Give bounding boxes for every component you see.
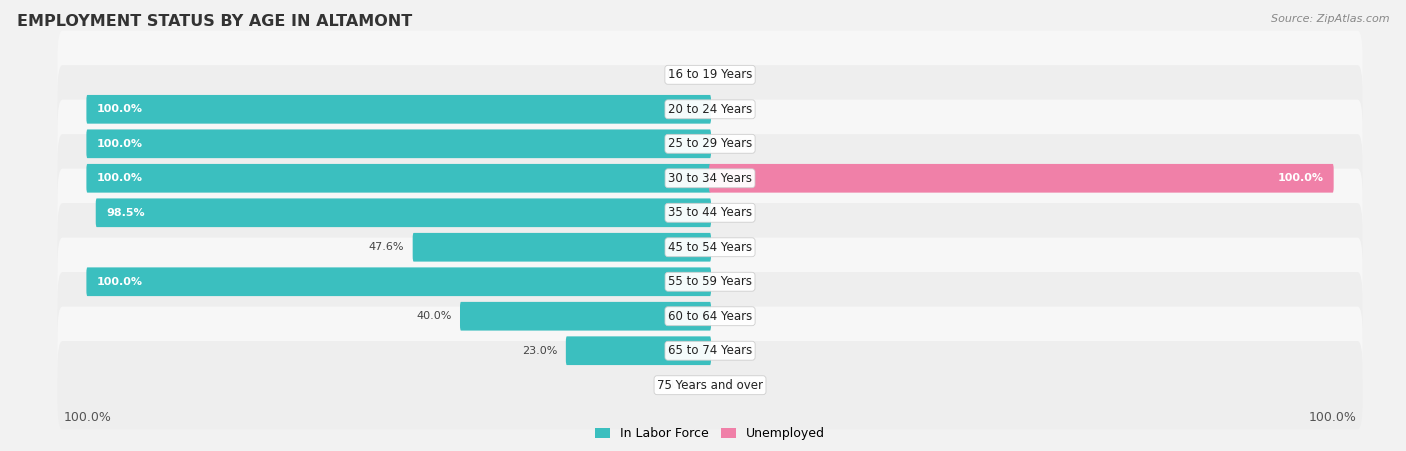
Text: 100.0%: 100.0% — [97, 173, 143, 183]
FancyBboxPatch shape — [58, 238, 1362, 326]
Text: 0.0%: 0.0% — [725, 104, 754, 114]
FancyBboxPatch shape — [413, 233, 711, 262]
Text: EMPLOYMENT STATUS BY AGE IN ALTAMONT: EMPLOYMENT STATUS BY AGE IN ALTAMONT — [17, 14, 412, 28]
Text: 0.0%: 0.0% — [725, 242, 754, 252]
Text: 60 to 64 Years: 60 to 64 Years — [668, 310, 752, 323]
Text: 0.0%: 0.0% — [725, 380, 754, 390]
Text: Source: ZipAtlas.com: Source: ZipAtlas.com — [1271, 14, 1389, 23]
Text: 0.0%: 0.0% — [666, 70, 695, 80]
FancyBboxPatch shape — [709, 164, 1334, 193]
Text: 20 to 24 Years: 20 to 24 Years — [668, 103, 752, 116]
FancyBboxPatch shape — [58, 272, 1362, 360]
FancyBboxPatch shape — [86, 267, 711, 296]
Text: 30 to 34 Years: 30 to 34 Years — [668, 172, 752, 185]
FancyBboxPatch shape — [565, 336, 711, 365]
Text: 100.0%: 100.0% — [97, 277, 143, 287]
Text: 40.0%: 40.0% — [416, 311, 451, 321]
FancyBboxPatch shape — [58, 134, 1362, 222]
Text: 100.0%: 100.0% — [97, 139, 143, 149]
Text: 0.0%: 0.0% — [725, 70, 754, 80]
Text: 0.0%: 0.0% — [725, 346, 754, 356]
FancyBboxPatch shape — [58, 203, 1362, 291]
Text: 98.5%: 98.5% — [105, 208, 145, 218]
FancyBboxPatch shape — [86, 95, 711, 124]
FancyBboxPatch shape — [460, 302, 711, 331]
Text: 0.0%: 0.0% — [725, 311, 754, 321]
FancyBboxPatch shape — [58, 65, 1362, 153]
FancyBboxPatch shape — [96, 198, 711, 227]
FancyBboxPatch shape — [58, 100, 1362, 188]
Text: 100.0%: 100.0% — [1277, 173, 1323, 183]
Text: 65 to 74 Years: 65 to 74 Years — [668, 344, 752, 357]
FancyBboxPatch shape — [58, 307, 1362, 395]
FancyBboxPatch shape — [58, 341, 1362, 429]
FancyBboxPatch shape — [86, 164, 711, 193]
Text: 45 to 54 Years: 45 to 54 Years — [668, 241, 752, 254]
Text: 35 to 44 Years: 35 to 44 Years — [668, 206, 752, 219]
Text: 75 Years and over: 75 Years and over — [657, 379, 763, 392]
Text: 23.0%: 23.0% — [522, 346, 557, 356]
FancyBboxPatch shape — [58, 31, 1362, 119]
Legend: In Labor Force, Unemployed: In Labor Force, Unemployed — [591, 423, 830, 446]
Text: 25 to 29 Years: 25 to 29 Years — [668, 137, 752, 150]
Text: 47.6%: 47.6% — [368, 242, 405, 252]
Text: 0.0%: 0.0% — [725, 208, 754, 218]
Text: 0.0%: 0.0% — [725, 139, 754, 149]
Text: 55 to 59 Years: 55 to 59 Years — [668, 275, 752, 288]
FancyBboxPatch shape — [86, 129, 711, 158]
Text: 100.0%: 100.0% — [97, 104, 143, 114]
Text: 0.0%: 0.0% — [666, 380, 695, 390]
Text: 16 to 19 Years: 16 to 19 Years — [668, 68, 752, 81]
Text: 0.0%: 0.0% — [725, 277, 754, 287]
FancyBboxPatch shape — [58, 169, 1362, 257]
